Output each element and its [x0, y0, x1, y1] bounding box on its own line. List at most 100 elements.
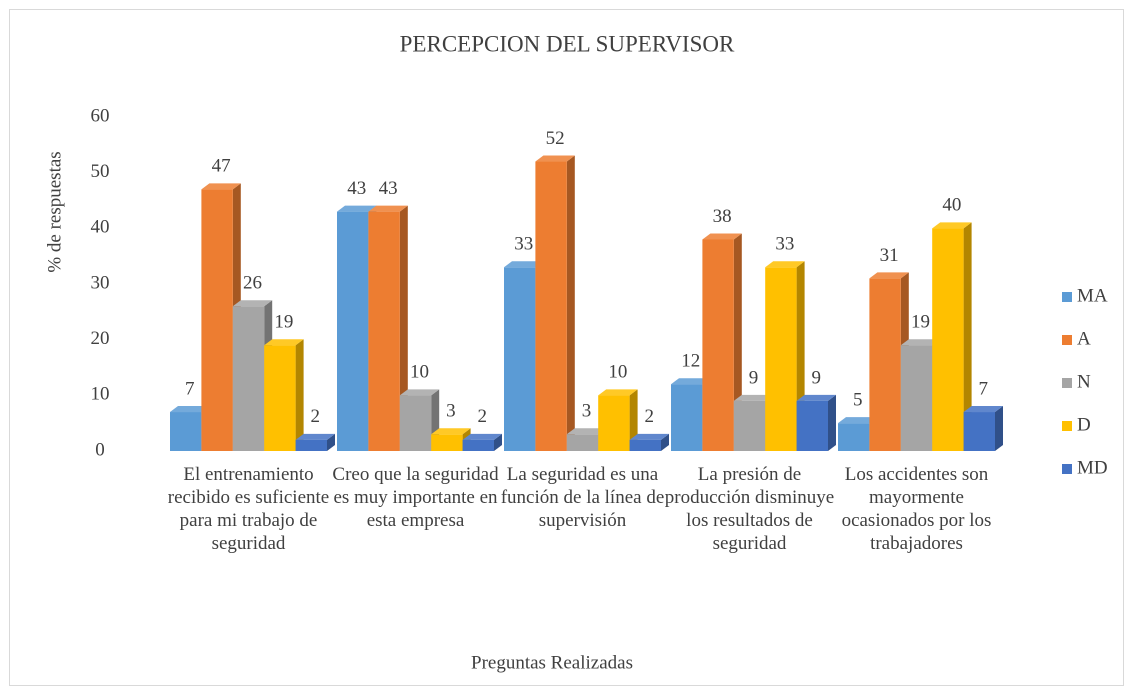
- bar: [932, 228, 964, 451]
- x-tick-label: Los accidentes son mayormente ocasionado…: [841, 464, 992, 554]
- x-tick-label-box: Los accidentes son mayormente ocasionado…: [841, 464, 992, 554]
- bar-side: [494, 433, 502, 451]
- data-label: 38: [713, 206, 732, 227]
- data-label: 3: [446, 401, 456, 422]
- bar-side: [963, 222, 972, 451]
- x-tick-label-box: Creo que la seguridad es muy importante …: [332, 464, 499, 531]
- bar-top: [765, 261, 805, 268]
- x-tick-label: Creo que la seguridad es muy importante …: [332, 464, 499, 531]
- bar-side: [661, 433, 669, 451]
- y-tick-label: 10: [91, 384, 110, 405]
- bar-top: [598, 389, 638, 396]
- bar: [733, 400, 766, 451]
- bar: [264, 345, 296, 451]
- bar-top: [671, 378, 711, 385]
- data-label: 5: [853, 390, 863, 411]
- chart-title: PERCEPCION DEL SUPERVISOR: [400, 31, 735, 56]
- bar-top: [838, 417, 878, 424]
- bar-top: [170, 406, 210, 413]
- data-label: 10: [410, 362, 429, 383]
- bar-top: [337, 205, 377, 212]
- data-label: 7: [185, 378, 195, 399]
- y-tick-label: 60: [91, 105, 110, 126]
- bar: [796, 400, 828, 451]
- bar: [337, 211, 369, 451]
- bar-side: [995, 406, 1003, 451]
- bar-top: [399, 389, 440, 396]
- bar: [399, 395, 432, 451]
- bar-top: [368, 205, 408, 212]
- bar-top: [462, 433, 502, 440]
- x-tick-label-box: La presión de producción disminuye los r…: [664, 464, 835, 554]
- bar: [963, 412, 995, 451]
- data-label: 9: [749, 367, 759, 388]
- legend-label: N: [1077, 371, 1091, 392]
- bar-top: [232, 300, 273, 307]
- bar-top: [963, 406, 1003, 413]
- bar-top: [869, 272, 909, 279]
- bar: [671, 384, 703, 451]
- bar-top: [796, 394, 836, 401]
- data-label: 3: [582, 401, 592, 422]
- bar: [869, 278, 901, 451]
- data-label: 47: [212, 156, 231, 177]
- bar: [838, 423, 870, 451]
- x-axis-title: Preguntas Realizadas: [471, 652, 633, 673]
- data-label: 7: [979, 378, 989, 399]
- legend-swatch: [1062, 292, 1072, 302]
- data-label: 19: [274, 312, 293, 333]
- bar-top: [702, 233, 742, 240]
- bar-top: [629, 433, 669, 440]
- data-label: 12: [681, 351, 700, 372]
- data-label: 10: [608, 362, 627, 383]
- bar: [170, 412, 202, 451]
- legend-swatch: [1062, 464, 1072, 474]
- y-tick-label: 50: [91, 161, 110, 182]
- bar: [201, 189, 233, 451]
- x-tick-label: La seguridad es una función de la línea …: [500, 464, 665, 531]
- bar: [535, 161, 567, 452]
- data-label: 33: [514, 234, 533, 255]
- bar-top: [535, 155, 575, 162]
- bar-top: [201, 183, 241, 190]
- y-tick-label: 30: [91, 272, 110, 293]
- bar-top: [932, 222, 972, 229]
- bar-top: [264, 339, 304, 346]
- legend-swatch: [1062, 378, 1072, 388]
- y-axis-title: % de respuestas: [44, 151, 65, 272]
- bar: [368, 211, 400, 451]
- bar-side: [399, 205, 408, 451]
- data-label: 19: [911, 312, 930, 333]
- data-label: 33: [775, 234, 794, 255]
- legend-label: A: [1077, 328, 1091, 349]
- bar: [431, 434, 463, 451]
- data-label: 2: [311, 406, 321, 427]
- legend-label: MA: [1077, 285, 1108, 306]
- legend-swatch: [1062, 335, 1072, 345]
- legend-label: MD: [1077, 457, 1108, 478]
- bar-side: [828, 394, 836, 451]
- y-tick-label: 0: [95, 439, 105, 460]
- bar-side: [566, 155, 575, 452]
- bar: [765, 267, 797, 451]
- bar: [566, 434, 599, 451]
- data-label: 52: [546, 128, 565, 149]
- data-label: 43: [379, 178, 398, 199]
- bar-top: [566, 428, 607, 435]
- x-tick-label: La presión de producción disminuye los r…: [664, 464, 835, 554]
- bar-top: [295, 433, 335, 440]
- data-label: 40: [942, 195, 961, 216]
- x-tick-label-box: El entrenamiento recibido es suficiente …: [168, 464, 329, 554]
- bar: [462, 439, 494, 451]
- bar-side: [327, 433, 335, 451]
- bar: [598, 395, 630, 451]
- data-label: 2: [478, 406, 488, 427]
- data-label: 2: [645, 406, 655, 427]
- data-label: 43: [347, 178, 366, 199]
- legend-label: D: [1077, 414, 1091, 435]
- bar: [900, 345, 933, 451]
- y-tick-label: 40: [91, 217, 110, 238]
- y-tick-label: 20: [91, 328, 110, 349]
